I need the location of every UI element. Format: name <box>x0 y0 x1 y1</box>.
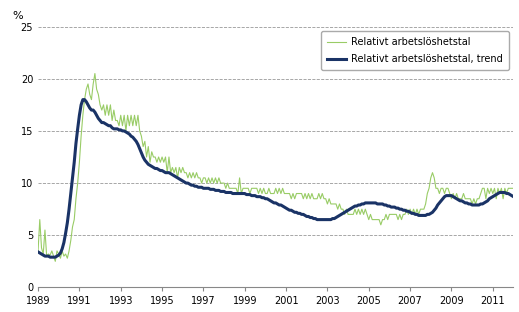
Relativt arbetslöshetstal, trend <box>102 122 108 125</box>
Relativt arbetslöshetstal, trend <box>176 177 182 181</box>
Relativt arbetslöshetstal <box>266 187 272 190</box>
Relativt arbetslöshetstal <box>424 192 430 195</box>
Relativt arbetslöshetstal, trend <box>424 212 430 216</box>
Relativt arbetslöshetstal <box>272 187 279 190</box>
Relativt arbetslöshetstal, trend <box>80 98 86 101</box>
Relativt arbetslöshetstal, trend <box>47 255 53 259</box>
Relativt arbetslöshetstal <box>457 197 463 201</box>
Line: Relativt arbetslöshetstal: Relativt arbetslöshetstal <box>38 74 519 261</box>
Relativt arbetslöshetstal, trend <box>272 201 279 205</box>
Legend: Relativt arbetslöshetstal, Relativt arbetslöshetstal, trend: Relativt arbetslöshetstal, Relativt arbe… <box>321 32 509 70</box>
Relativt arbetslöshetstal <box>52 260 59 263</box>
Line: Relativt arbetslöshetstal, trend: Relativt arbetslöshetstal, trend <box>38 100 519 257</box>
Relativt arbetslöshetstal, trend <box>457 199 463 203</box>
Relativt arbetslöshetstal <box>102 113 108 117</box>
Relativt arbetslöshetstal <box>176 166 182 169</box>
Text: %: % <box>12 11 22 22</box>
Relativt arbetslöshetstal, trend <box>35 250 41 254</box>
Relativt arbetslöshetstal, trend <box>266 198 272 202</box>
Relativt arbetslöshetstal <box>35 249 41 253</box>
Relativt arbetslöshetstal <box>92 72 98 76</box>
